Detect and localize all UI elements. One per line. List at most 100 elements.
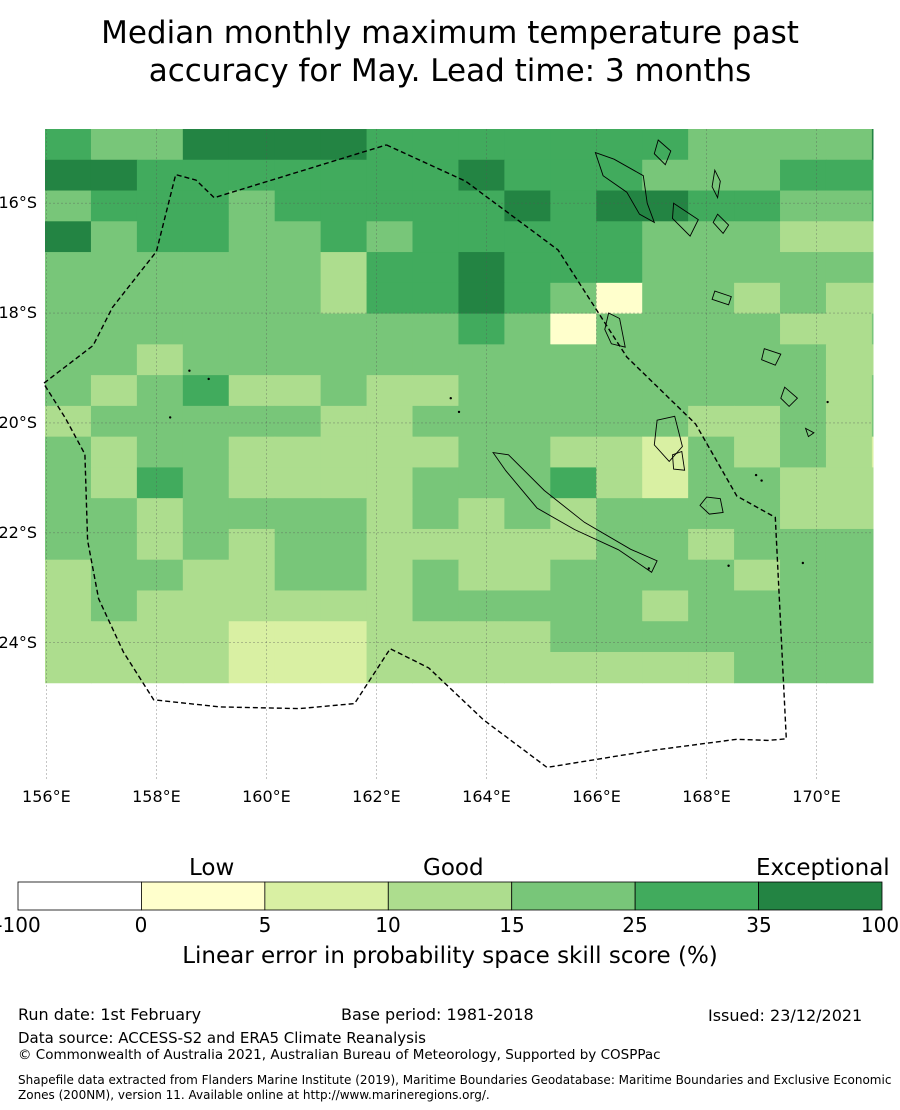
skill-cell: [780, 590, 827, 622]
skill-cell: [412, 344, 459, 376]
islet: [826, 400, 829, 404]
skill-cell: [871, 621, 874, 653]
skill-cell: [780, 190, 827, 222]
skill-cell: [412, 190, 459, 222]
latitude-label: 18°S: [0, 303, 37, 323]
island-coastline: [804, 427, 815, 438]
skill-cell: [871, 528, 874, 561]
island-coastline: [672, 450, 686, 471]
skill-cell: [734, 221, 781, 253]
skill-cell: [45, 436, 92, 468]
latitude-label: 24°S: [0, 632, 37, 652]
skill-cell: [504, 405, 551, 438]
skill-cell: [366, 313, 414, 345]
skill-cell: [182, 651, 230, 684]
skill-cell: [458, 375, 505, 407]
island-coastline: [594, 151, 656, 224]
skill-cell: [320, 498, 368, 530]
islet: [207, 377, 210, 381]
skill-cell: [366, 467, 414, 499]
skill-cell: [136, 252, 184, 284]
skill-cell: [734, 436, 781, 468]
skill-cell: [642, 375, 689, 407]
colorbar-segment: [511, 881, 636, 911]
skill-cell: [366, 621, 414, 653]
skill-cell: [320, 651, 368, 684]
skill-cell: [274, 221, 322, 253]
skill-cell: [642, 621, 689, 653]
skill-cell: [688, 190, 735, 222]
skill-cell: [596, 467, 643, 499]
issued-date: Issued: 23/12/2021: [708, 1006, 863, 1025]
skill-cell: [871, 221, 874, 253]
skill-cell: [642, 344, 689, 376]
skill-cell: [871, 651, 874, 684]
skill-cell: [642, 590, 689, 622]
skill-cell: [734, 344, 781, 376]
skill-cell: [320, 436, 368, 468]
skill-cell: [550, 129, 597, 161]
skill-cell: [688, 282, 735, 315]
skill-cell: [45, 651, 92, 684]
longitude-label: 170°E: [792, 787, 841, 806]
skill-cell: [90, 375, 138, 407]
islet: [188, 369, 191, 372]
skill-cell: [136, 405, 184, 438]
skill-cell: [45, 190, 92, 222]
skill-cell: [780, 282, 827, 315]
skill-cell: [688, 621, 735, 653]
skill-cell: [734, 159, 781, 192]
longitude-label: 166°E: [572, 787, 621, 806]
skill-cell: [136, 221, 184, 253]
skill-cell: [320, 467, 368, 499]
skill-cell: [550, 405, 597, 438]
skill-cell: [412, 159, 459, 192]
skill-cell: [412, 221, 459, 253]
skill-cell: [596, 221, 643, 253]
skill-cell: [596, 559, 643, 591]
skill-cell: [871, 313, 874, 345]
skill-cell: [780, 405, 827, 438]
skill-cell: [366, 405, 414, 438]
skill-cell: [182, 528, 230, 561]
skill-cell: [136, 313, 184, 345]
skill-grid: [45, 129, 874, 684]
skill-cell: [182, 190, 230, 222]
skill-cell: [182, 498, 230, 530]
skill-cell: [458, 129, 505, 161]
skill-cell: [504, 282, 551, 315]
skill-cell: [320, 621, 368, 653]
colorbar-tick: 0: [134, 913, 148, 937]
skill-cell: [182, 621, 230, 653]
skill-cell: [45, 498, 92, 530]
skill-cell: [734, 621, 781, 653]
islet: [449, 396, 452, 400]
skill-cell: [642, 651, 689, 684]
skill-cell: [596, 190, 643, 222]
colorbar-tick: 35: [746, 913, 772, 937]
skill-cell: [825, 436, 873, 468]
skill-cell: [90, 159, 138, 192]
skill-cell: [274, 129, 322, 161]
skill-cell: [228, 375, 276, 407]
skill-cell: [596, 498, 643, 530]
skill-cell: [228, 498, 276, 530]
skill-cell: [780, 651, 827, 684]
skill-cell: [596, 252, 643, 284]
skill-cell: [780, 467, 827, 499]
skill-cell: [550, 436, 597, 468]
skill-cell: [320, 252, 368, 284]
skill-cell: [182, 252, 230, 284]
skill-cell: [871, 375, 874, 407]
skill-cell: [136, 621, 184, 653]
skill-cell: [90, 313, 138, 345]
skill-cell: [780, 621, 827, 653]
skill-cell: [320, 405, 368, 438]
skill-cell: [596, 282, 643, 315]
skill-cell: [136, 498, 184, 530]
skill-cell: [458, 590, 505, 622]
skill-cell: [136, 436, 184, 468]
skill-cell: [780, 528, 827, 561]
skill-cell: [412, 590, 459, 622]
colorbar-label: Linear error in probability space skill …: [182, 943, 718, 969]
